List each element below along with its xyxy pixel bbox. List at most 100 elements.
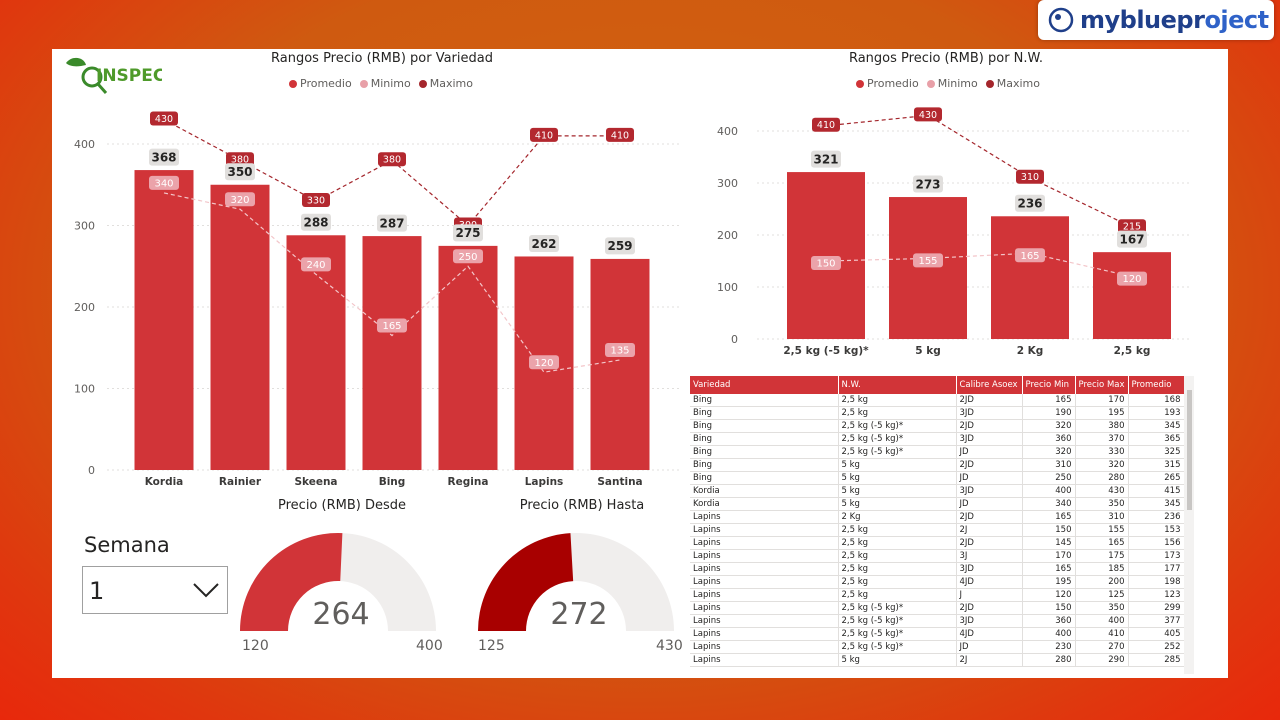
data-label-maximo: 380 xyxy=(226,152,254,167)
data-label-minimo-bg xyxy=(377,318,407,333)
table-row[interactable]: Kordia 5 kg JD 340 350 345 xyxy=(690,497,1185,511)
table-row[interactable]: Lapins 2,5 kg (-5 kg)* 2JD 150 350 299 xyxy=(690,601,1185,615)
bar-promedio[interactable] xyxy=(362,236,422,470)
data-label-maximo-bg xyxy=(150,111,178,126)
table-cell: 340 xyxy=(1022,497,1076,511)
table-cell: 405 xyxy=(1128,627,1185,641)
line-minimo xyxy=(825,252,1133,278)
chart1-legend-item[interactable]: Maximo xyxy=(418,77,473,90)
table-scrollbar[interactable] xyxy=(1184,376,1194,674)
table-cell: 198 xyxy=(1128,575,1185,589)
table-row[interactable]: Lapins 2,5 kg (-5 kg)* 4JD 400 410 405 xyxy=(690,627,1185,641)
brand-text: myblueproject xyxy=(1080,6,1269,34)
chart2-legend-item[interactable]: Promedio xyxy=(856,77,919,90)
price-table[interactable]: Variedad N.W. Calibre Asoex Precio Min Preci… xyxy=(690,376,1196,674)
column-header[interactable]: Calibre Asoex xyxy=(956,376,1023,394)
table-cell: JD xyxy=(956,640,1023,654)
data-label-maximo: 310 xyxy=(1016,169,1044,184)
bar-promedio[interactable] xyxy=(787,172,865,339)
table-cell: 325 xyxy=(1128,445,1185,459)
column-header[interactable]: Variedad xyxy=(690,376,839,394)
x-category-label: Bing xyxy=(379,476,406,488)
y-tick-label: 0 xyxy=(731,333,738,346)
table-cell: 165 xyxy=(1022,562,1076,576)
table-cell: 150 xyxy=(1022,601,1076,615)
table-cell: 2,5 kg (-5 kg)* xyxy=(838,601,957,615)
bar-promedio[interactable] xyxy=(210,184,270,470)
data-label-promedio-bg xyxy=(1015,194,1045,212)
column-header[interactable]: Precio Max xyxy=(1075,376,1129,394)
table-cell: 185 xyxy=(1075,562,1129,576)
column-header[interactable]: Precio Min xyxy=(1022,376,1076,394)
y-tick-label: 400 xyxy=(74,138,95,151)
chart2-legend-item[interactable]: Maximo xyxy=(985,77,1040,90)
table-cell: 350 xyxy=(1075,497,1129,511)
table-row[interactable]: Bing 2,5 kg (-5 kg)* 2JD 320 380 345 xyxy=(690,419,1185,433)
table-cell: Lapins xyxy=(690,575,839,589)
semana-dropdown[interactable]: 1 xyxy=(82,566,228,614)
table-cell: 195 xyxy=(1075,406,1129,420)
table-row[interactable]: Bing 2,5 kg (-5 kg)* JD 320 330 325 xyxy=(690,445,1185,459)
gauge-fill xyxy=(478,533,574,631)
data-label-promedio: 167 xyxy=(1117,230,1147,248)
table-row[interactable]: Lapins 2,5 kg 2J 150 155 153 xyxy=(690,523,1185,537)
gauge-hasta xyxy=(478,533,674,631)
data-label-maximo: 410 xyxy=(812,117,840,132)
table-row[interactable]: Lapins 2,5 kg J 120 125 123 xyxy=(690,588,1185,602)
table-cell: 155 xyxy=(1075,523,1129,537)
chart1-legend-item[interactable]: Promedio xyxy=(289,77,352,90)
x-category-label: Rainier xyxy=(219,476,262,488)
bar-promedio[interactable] xyxy=(889,197,967,339)
data-label-promedio-text: 167 xyxy=(1119,232,1144,246)
data-label-minimo-bg xyxy=(225,192,255,207)
table-row[interactable]: Lapins 2 Kg 2JD 165 310 236 xyxy=(690,510,1185,524)
table-row[interactable]: Lapins 2,5 kg (-5 kg)* JD 230 270 252 xyxy=(690,640,1185,654)
table-cell: 2,5 kg xyxy=(838,523,957,537)
data-label-maximo: 430 xyxy=(914,107,942,122)
x-category-label: Regina xyxy=(448,476,489,488)
table-cell: Bing xyxy=(690,445,839,459)
table-row[interactable]: Lapins 2,5 kg 3JD 165 185 177 xyxy=(690,562,1185,576)
y-tick-label: 400 xyxy=(717,125,738,138)
table-scroll-thumb[interactable] xyxy=(1187,390,1192,510)
bar-promedio[interactable] xyxy=(991,216,1069,339)
bar-promedio[interactable] xyxy=(590,258,650,470)
table-row[interactable]: Bing 5 kg JD 250 280 265 xyxy=(690,471,1185,485)
legend-dot-icon xyxy=(418,79,427,88)
data-label-minimo-text: 340 xyxy=(154,179,173,190)
x-category-label: 2,5 kg (-5 kg)* xyxy=(783,345,869,357)
table-cell: 2JD xyxy=(956,458,1023,472)
data-label-minimo-text: 150 xyxy=(816,259,835,270)
table-row[interactable]: Bing 2,5 kg 3JD 190 195 193 xyxy=(690,406,1185,420)
table-row[interactable]: Bing 2,5 kg (-5 kg)* 3JD 360 370 365 xyxy=(690,432,1185,446)
chart1-legend-item[interactable]: Minimo xyxy=(359,77,411,90)
data-label-maximo-text: 310 xyxy=(1021,172,1039,183)
data-label-maximo: 380 xyxy=(378,152,406,167)
table-row[interactable]: Bing 2,5 kg 2JD 165 170 168 xyxy=(690,394,1185,407)
column-header[interactable]: N.W. xyxy=(838,376,957,394)
data-label-promedio-bg xyxy=(225,163,255,181)
line-maximo xyxy=(825,114,1133,228)
table-row[interactable]: Lapins 2,5 kg 4JD 195 200 198 xyxy=(690,575,1185,589)
table-cell: 400 xyxy=(1022,484,1076,498)
column-header[interactable]: Promedio xyxy=(1128,376,1185,394)
bar-promedio[interactable] xyxy=(1093,252,1171,339)
table-cell: 320 xyxy=(1075,458,1129,472)
table-row[interactable]: Kordia 5 kg 3JD 400 430 415 xyxy=(690,484,1185,498)
bar-promedio[interactable] xyxy=(438,245,498,470)
data-label-promedio-text: 321 xyxy=(813,152,838,166)
bar-promedio[interactable] xyxy=(134,170,194,470)
chart2-legend: Promedio Minimo Maximo xyxy=(856,77,1040,90)
table-row[interactable]: Bing 5 kg 2JD 310 320 315 xyxy=(690,458,1185,472)
data-label-maximo-text: 330 xyxy=(307,195,325,206)
myblueproject-logo: myblueproject xyxy=(1038,0,1274,40)
table-cell: 3JD xyxy=(956,614,1023,628)
table-cell: 2,5 kg (-5 kg)* xyxy=(838,445,957,459)
table-row[interactable]: Lapins 2,5 kg 2JD 145 165 156 xyxy=(690,536,1185,550)
table-row[interactable]: Lapins 2,5 kg 3J 170 175 173 xyxy=(690,549,1185,563)
data-label-minimo: 120 xyxy=(1117,271,1147,286)
table-row[interactable]: Lapins 2,5 kg (-5 kg)* 3JD 360 400 377 xyxy=(690,614,1185,628)
table-row[interactable]: Lapins 5 kg 2J 280 290 285 xyxy=(690,653,1185,667)
table-cell: 2,5 kg xyxy=(838,394,957,407)
chart2-legend-item[interactable]: Minimo xyxy=(926,77,978,90)
